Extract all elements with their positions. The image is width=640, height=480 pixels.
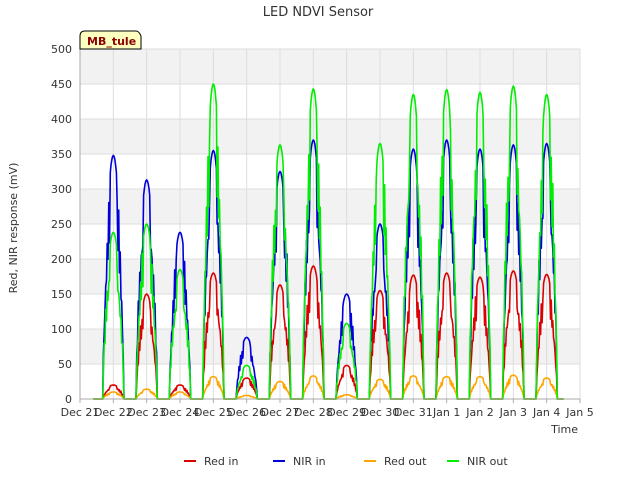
axes <box>79 49 581 403</box>
y-tick-label: 450 <box>51 78 72 91</box>
x-tick-label: Dec 28 <box>294 406 333 419</box>
plot-band <box>80 364 580 399</box>
plot-band <box>80 294 580 329</box>
plot-band <box>80 49 580 84</box>
x-tick-label: Jan 3 <box>499 406 527 419</box>
plot-background <box>80 49 580 399</box>
x-tick-label: Dec 23 <box>127 406 166 419</box>
legend-item: NIR in <box>273 455 326 468</box>
legend-label: Red out <box>384 455 427 468</box>
y-tick-label: 150 <box>51 288 72 301</box>
x-tick-label: Dec 25 <box>194 406 233 419</box>
y-tick-label: 50 <box>58 358 72 371</box>
y-tick-label: 350 <box>51 148 72 161</box>
y-axis-label: Red, NIR response (mV) <box>7 163 20 294</box>
y-tick-label: 300 <box>51 183 72 196</box>
x-tick-label: Dec 27 <box>261 406 300 419</box>
x-tick-label: Dec 22 <box>94 406 133 419</box>
y-tick-label: 500 <box>51 43 72 56</box>
x-tick-label: Jan 2 <box>465 406 493 419</box>
plot-band <box>80 189 580 224</box>
y-tick-label: 200 <box>51 253 72 266</box>
y-tick-label: 250 <box>51 218 72 231</box>
badge-shape <box>79 30 142 50</box>
plot-band <box>80 329 580 364</box>
legend-item: Red in <box>184 455 238 468</box>
y-tick-label: 100 <box>51 323 72 336</box>
x-tick-label: Jan 1 <box>432 406 460 419</box>
plot-band <box>80 224 580 259</box>
x-tick-label: Dec 21 <box>61 406 100 419</box>
legend-label: Red in <box>204 455 238 468</box>
chart-title: LED NDVI Sensor <box>263 5 374 20</box>
x-tick-label: Dec 30 <box>361 406 400 419</box>
plot-band <box>80 154 580 189</box>
badge-label: MB_tule <box>87 35 136 48</box>
x-axis-label: Time <box>550 423 578 436</box>
x-tick-label: Jan 5 <box>565 406 593 419</box>
legend-label: NIR in <box>293 455 326 468</box>
x-tick-label: Jan 4 <box>532 406 560 419</box>
plot-band <box>80 259 580 294</box>
plot-band <box>80 84 580 119</box>
legend: Red in NIR in Red out NIR out <box>184 455 508 468</box>
station-badge: MB_tule <box>79 30 142 50</box>
y-tick-label: 0 <box>65 393 72 406</box>
plot-band <box>80 119 580 154</box>
x-tick-label: Dec 26 <box>227 406 266 419</box>
legend-label: NIR out <box>467 455 508 468</box>
legend-item: NIR out <box>447 455 508 468</box>
y-tick-labels: 0 50 100 150 200 250 300 350 400 450 500 <box>51 43 72 406</box>
x-tick-label: Dec 24 <box>161 406 200 419</box>
x-tick-label: Dec 31 <box>394 406 433 419</box>
x-tick-label: Dec 29 <box>327 406 366 419</box>
y-tick-label: 400 <box>51 113 72 126</box>
legend-item: Red out <box>364 455 427 468</box>
